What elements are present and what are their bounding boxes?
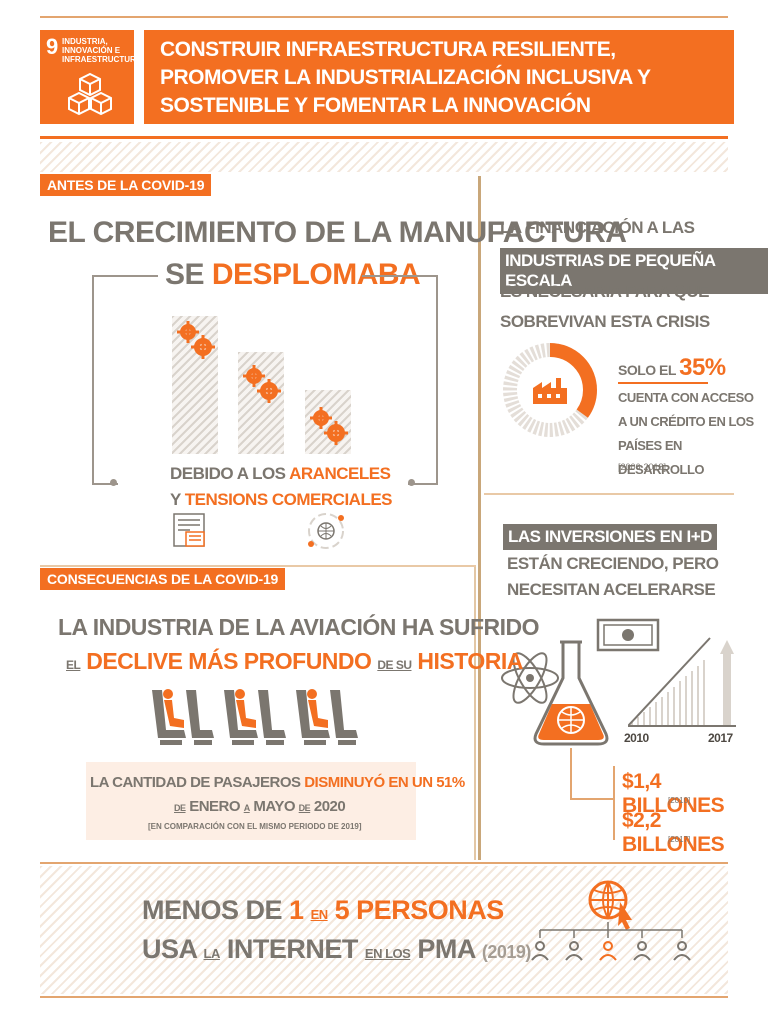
manufacturing-headline: EL CRECIMIENTO DE LA MANUFACTURA (48, 216, 627, 249)
year-end: 2017 (708, 731, 733, 745)
internet-network-icon (531, 880, 691, 961)
research-line-2: ESTÁN CRECIENDO, PERO (507, 554, 719, 573)
financing-line-1: LA FINANCIACIÓN A LAS (500, 218, 695, 237)
manufacturing-headline-2: SE DESPLOMABA (165, 258, 421, 291)
passenger-stat: LA CANTIDAD DE PASAJEROS DISMINUYÓ EN UN… (90, 774, 465, 791)
passenger-comparison: [EN COMPARACIÓN CON EL MISMO PERIODO DE … (148, 822, 362, 831)
research-highlight: LAS INVERSIONES EN I+D (503, 524, 717, 550)
growth-chart-icon (628, 637, 736, 727)
left-bottom-divider (474, 565, 476, 860)
internet-line-2: USA LA INTERNET EN LOS PMA (2019) (142, 934, 531, 964)
amount-2010-year: [2010] (668, 796, 691, 805)
internet-rule (40, 862, 728, 864)
passenger-dates: DE ENERO A MAYO DE 2020 (174, 798, 346, 815)
year-start: 2010 (624, 731, 649, 745)
top-rule (40, 16, 728, 18)
amount-2017: $2,2 BILLONES (622, 809, 725, 856)
goal-number: 9 (46, 34, 58, 59)
financing-line-4: SOBREVIVAN ESTA CRISIS (500, 312, 710, 331)
sdg-badge: 9 INDUSTRIA, INNOVACIÓN E INFRAESTRUCTUR… (40, 30, 142, 124)
cube-stack-icon (68, 72, 112, 116)
goal-name: INDUSTRIA, INNOVACIÓN E INFRAESTRUCTURA (62, 37, 142, 64)
header-rule (40, 136, 728, 139)
atom-icon (501, 652, 559, 704)
flask-globe-icon (533, 640, 609, 746)
airplane-seats-icon (152, 689, 358, 745)
credit-description: CUENTA CON ACCESO A UN CRÉDITO EN LOS PA… (618, 390, 754, 477)
connector-vertical (570, 748, 572, 800)
money-bill-icon (596, 618, 660, 652)
frame-top-gap-right (362, 275, 436, 277)
gears-icon (310, 407, 348, 445)
before-covid-tag: ANTES DE LA COVID-19 (40, 174, 212, 196)
connector-horizontal (570, 798, 614, 800)
internet-line-1: MENOS DE 1 EN 5 PERSONAS (142, 895, 504, 925)
globe-trade-icon (308, 513, 344, 549)
frame-dot-right (408, 479, 415, 486)
financing-line-3: ES NECESARIA PARA QUE (500, 282, 709, 301)
percent-underline (618, 382, 708, 384)
credit-donut-chart (503, 343, 597, 437)
tariff-document-icon (173, 513, 205, 547)
credit-percent-arc (503, 343, 597, 437)
credit-period: [2006-2018] (618, 462, 667, 472)
tariffs-reason: DEBIDO A LOS ARANCELES Y TENSIONS COMERC… (170, 464, 393, 509)
bottom-rule (40, 996, 728, 998)
gears-icon (243, 365, 281, 403)
header-hatch (40, 142, 728, 172)
frame-top-gap-left (92, 275, 158, 277)
frame-dot-left (110, 479, 117, 486)
aviation-headline-2: EL DECLIVE MÁS PROFUNDO DE SU HISTORIA (66, 648, 523, 674)
amount-bracket (613, 766, 615, 840)
manufacturing-bar-2 (238, 352, 284, 454)
frame-bottom-mask (118, 478, 408, 488)
passenger-stat-box: LA CANTIDAD DE PASAJEROS DISMINUYÓ EN UN… (86, 762, 465, 840)
manufacturing-bar-3 (305, 390, 351, 454)
financing-highlight: INDUSTRIAS DE PEQUEÑA ESCALA (500, 248, 768, 294)
financing-rule (484, 493, 734, 495)
consequences-rule (40, 565, 476, 567)
gears-icon (177, 321, 215, 359)
consequences-tag: CONSECUENCIAS DE LA COVID-19 (40, 568, 286, 590)
aviation-headline: LA INDUSTRIA DE LA AVIACIÓN HA SUFRIDO (58, 614, 540, 640)
column-divider (478, 176, 481, 860)
amount-2017-year: [2017] (668, 835, 691, 844)
amount-2010: $1,4 BILLONES (622, 770, 725, 817)
research-line-3: NECESITAN ACELERARSE (507, 580, 716, 599)
percent-line: SOLO EL 35% (618, 354, 726, 381)
header-title-box: CONSTRUIR INFRAESTRUCTURA RESILIENTE, PR… (144, 30, 734, 124)
header-title: CONSTRUIR INFRAESTRUCTURA RESILIENTE, PR… (160, 38, 651, 117)
manufacturing-bar-1 (172, 316, 218, 454)
